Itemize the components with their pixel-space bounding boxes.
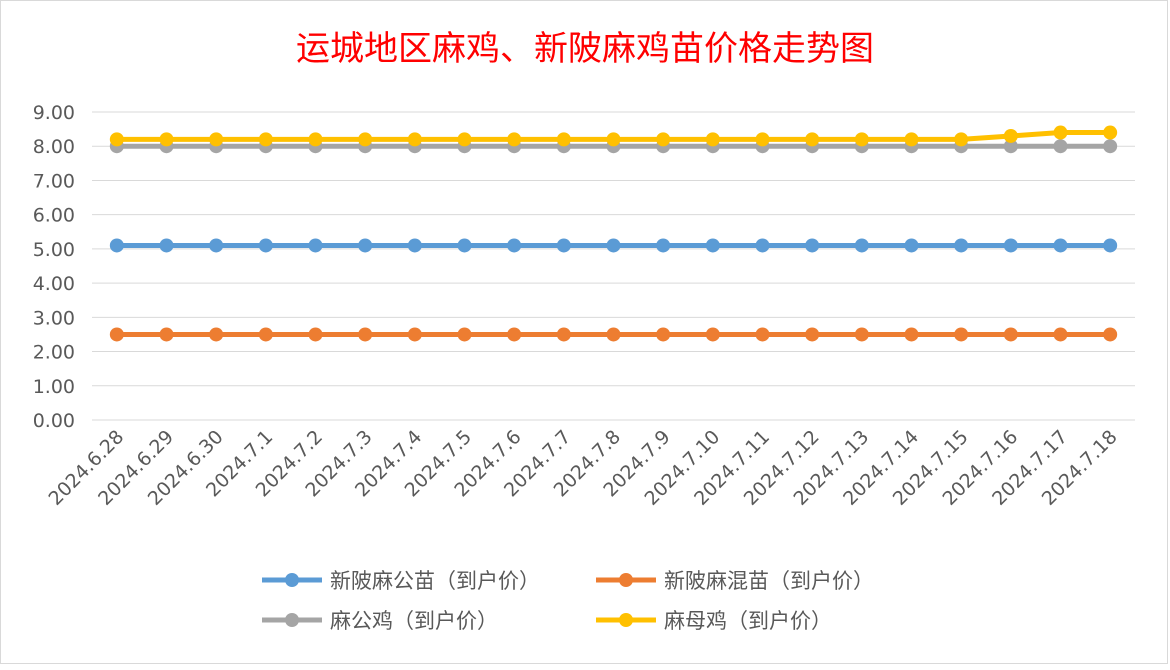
data-point: [308, 132, 323, 147]
data-point: [904, 238, 919, 253]
data-point: [556, 238, 571, 253]
y-tick-label: 4.00: [33, 273, 75, 295]
y-tick-label: 6.00: [33, 205, 75, 227]
data-point: [1103, 238, 1118, 253]
data-point: [606, 238, 621, 253]
data-point: [1003, 128, 1018, 143]
data-point: [1003, 139, 1018, 154]
data-point: [954, 327, 969, 342]
legend-item: 麻公鸡（到户价）: [262, 609, 498, 633]
data-point: [407, 132, 422, 147]
data-point: [358, 238, 373, 253]
series-1: [109, 327, 1118, 342]
data-point: [556, 327, 571, 342]
legend-item: 麻母鸡（到户价）: [596, 609, 832, 633]
y-tick-label: 2.00: [33, 342, 75, 364]
data-point: [656, 238, 671, 253]
data-point: [705, 132, 720, 147]
data-point: [407, 327, 422, 342]
data-point: [854, 327, 869, 342]
data-point: [507, 132, 522, 147]
data-point: [258, 327, 273, 342]
data-point: [1053, 238, 1068, 253]
data-point: [1053, 327, 1068, 342]
data-point: [705, 238, 720, 253]
data-point: [159, 327, 174, 342]
data-point: [308, 327, 323, 342]
y-tick-label: 1.00: [33, 376, 75, 398]
data-point: [805, 327, 820, 342]
data-point: [457, 238, 472, 253]
data-point: [854, 132, 869, 147]
series-0: [109, 238, 1118, 253]
data-point: [457, 132, 472, 147]
data-point: [556, 132, 571, 147]
legend: 新陂麻公苗（到户价） 新陂麻混苗（到户价） 麻公鸡（到户价） 麻母鸡（到户价）: [262, 569, 874, 633]
data-point: [209, 132, 224, 147]
series-layer: [109, 125, 1118, 342]
data-point: [507, 238, 522, 253]
data-point: [606, 327, 621, 342]
data-point: [954, 132, 969, 147]
data-point: [805, 132, 820, 147]
data-point: [755, 132, 770, 147]
data-point: [457, 327, 472, 342]
data-point: [308, 238, 323, 253]
data-point: [1053, 139, 1068, 154]
data-point: [159, 238, 174, 253]
legend-label: 麻母鸡（到户价）: [664, 609, 832, 633]
data-point: [606, 132, 621, 147]
legend-label: 麻公鸡（到户价）: [330, 609, 498, 633]
chart-title: 运城地区麻鸡、新陂麻鸡苗价格走势图: [296, 29, 874, 69]
data-point: [755, 238, 770, 253]
y-tick-label: 9.00: [33, 102, 75, 124]
data-point: [656, 132, 671, 147]
y-tick-label: 7.00: [33, 170, 75, 192]
data-point: [1103, 125, 1118, 140]
y-axis-ticks: 0.00 1.00 2.00 3.00 4.00 5.00 6.00 7.00 8.00 9.00: [33, 102, 75, 432]
data-point: [407, 238, 422, 253]
series-3: [109, 125, 1118, 147]
y-tick-label: 3.00: [33, 307, 75, 329]
legend-swatch-marker: [619, 613, 633, 627]
data-point: [258, 132, 273, 147]
y-tick-label: 0.00: [33, 410, 75, 432]
legend-swatch-marker: [285, 573, 299, 587]
legend-swatch-marker: [619, 573, 633, 587]
y-tick-label: 8.00: [33, 136, 75, 158]
y-tick-label: 5.00: [33, 239, 75, 261]
data-point: [358, 327, 373, 342]
data-point: [209, 238, 224, 253]
data-point: [1003, 238, 1018, 253]
data-point: [1103, 139, 1118, 154]
data-point: [109, 132, 124, 147]
data-point: [109, 327, 124, 342]
legend-item: 新陂麻混苗（到户价）: [596, 569, 874, 593]
data-point: [705, 327, 720, 342]
legend-item: 新陂麻公苗（到户价）: [262, 569, 540, 593]
legend-label: 新陂麻公苗（到户价）: [330, 569, 540, 593]
data-point: [1003, 327, 1018, 342]
data-point: [358, 132, 373, 147]
data-point: [209, 327, 224, 342]
data-point: [159, 132, 174, 147]
data-point: [109, 238, 124, 253]
data-point: [1053, 125, 1068, 140]
legend-swatch-marker: [285, 613, 299, 627]
data-point: [805, 238, 820, 253]
data-point: [755, 327, 770, 342]
data-point: [854, 238, 869, 253]
legend-label: 新陂麻混苗（到户价）: [664, 569, 874, 593]
data-point: [954, 238, 969, 253]
data-point: [656, 327, 671, 342]
data-point: [904, 327, 919, 342]
data-point: [904, 132, 919, 147]
data-point: [507, 327, 522, 342]
data-point: [258, 238, 273, 253]
data-point: [1103, 327, 1118, 342]
